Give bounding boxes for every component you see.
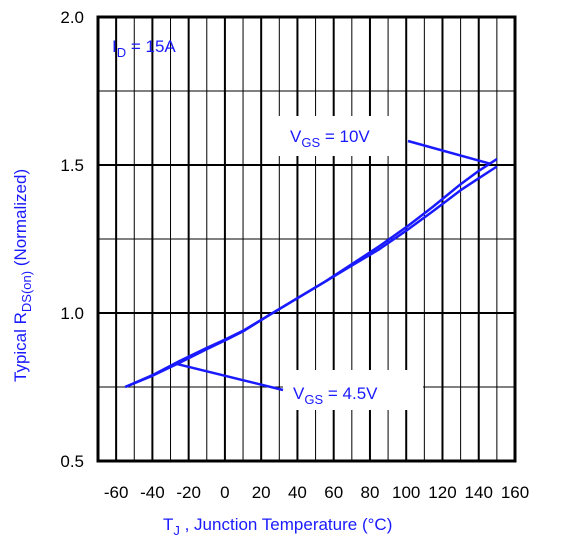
x-tick-label: 120 (428, 483, 456, 502)
y-tick-label: 1.0 (60, 304, 84, 323)
tick-labels: -60 -40 -20 0 20 40 60 80 100 120 140 160 0.5 1.0 1.5 2… (60, 8, 529, 502)
x-tick-label: 40 (288, 483, 307, 502)
vgs10-leader-line (407, 139, 490, 165)
series-group (124, 158, 498, 389)
x-tick-label: 0 (220, 483, 229, 502)
y-tick-label: 2.0 (60, 8, 84, 27)
x-tick-label: -40 (140, 483, 165, 502)
leader-lines (173, 139, 490, 392)
vgs45-label-background (283, 370, 423, 410)
id-annotation: ID = 15A (112, 37, 176, 60)
x-tick-label: 20 (252, 483, 271, 502)
x-tick-label: -60 (104, 483, 129, 502)
x-tick-label: -20 (176, 483, 201, 502)
vgs10-label-background (274, 116, 404, 156)
y-tick-label: 1.5 (60, 156, 84, 175)
x-tick-label: 140 (465, 483, 493, 502)
y-tick-label: 0.5 (60, 452, 84, 471)
x-tick-label: 80 (360, 483, 379, 502)
x-tick-label: 100 (392, 483, 420, 502)
plot-frame (96, 15, 517, 463)
x-axis-label: TJ , Junction Temperature (°C) (163, 515, 392, 538)
vgs10-annotation: VGS = 10V (290, 127, 370, 150)
vgs45-annotation: VGS = 4.5V (293, 384, 378, 407)
y-axis-label: Typical RDS(on) (Normalized) (11, 169, 34, 382)
series-line-1 (124, 165, 498, 389)
x-tick-label: 160 (501, 483, 529, 502)
vgs45-leader-line (173, 362, 284, 392)
x-tick-label: 60 (324, 483, 343, 502)
